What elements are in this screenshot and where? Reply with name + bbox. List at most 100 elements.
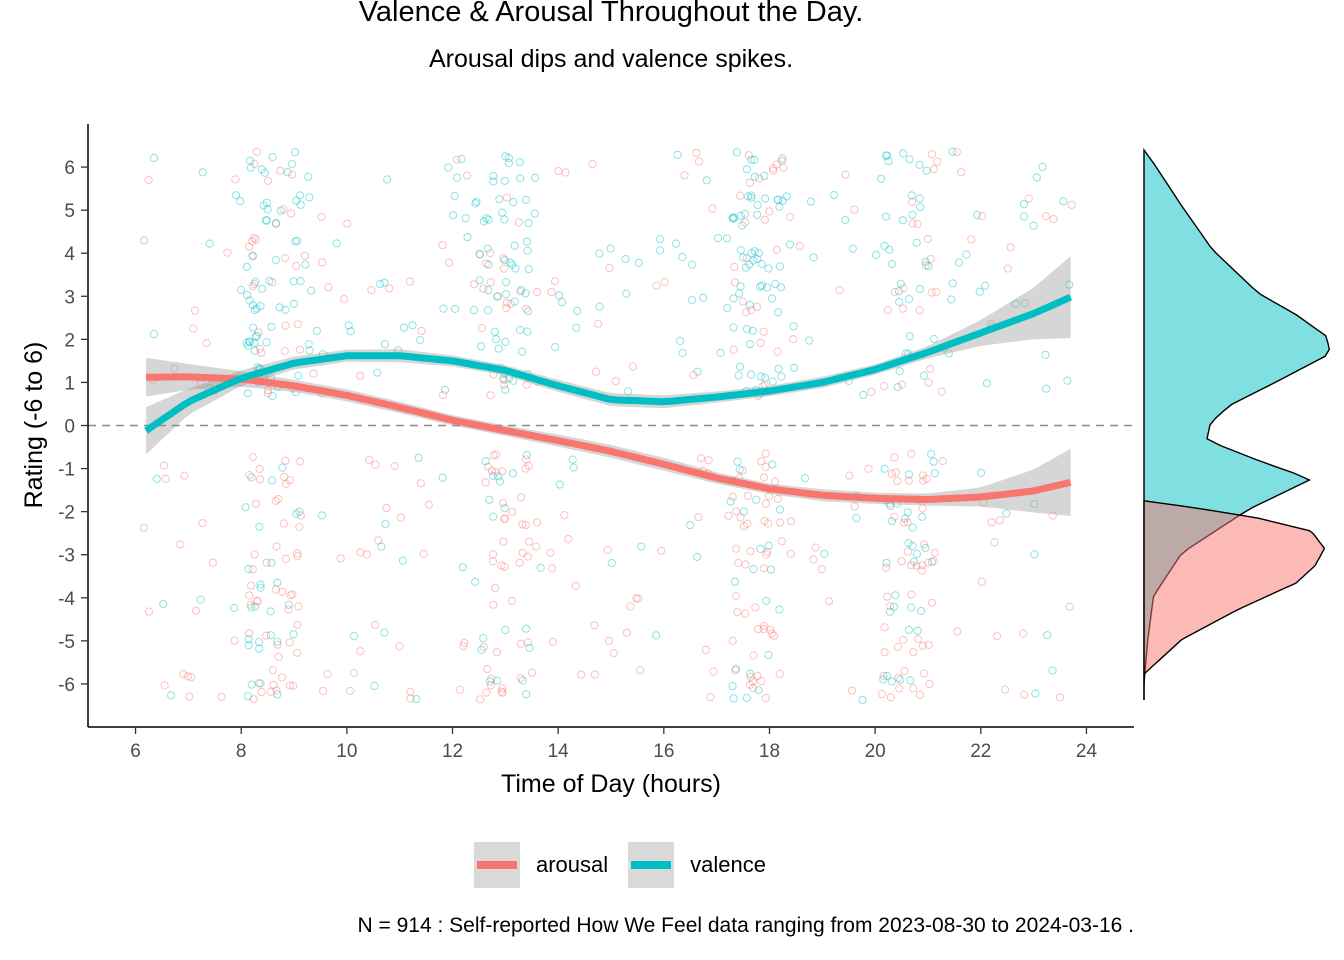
valence-point (739, 507, 749, 516)
arousal-point (709, 667, 718, 676)
arousal-point (924, 378, 933, 387)
valence-point (753, 254, 762, 264)
valence-point (736, 246, 745, 255)
valence-point (501, 337, 510, 346)
valence-point (736, 282, 745, 291)
x-tick-label: 16 (653, 741, 674, 762)
arousal-point (907, 590, 916, 599)
arousal-point (371, 460, 380, 469)
valence-point (522, 237, 532, 246)
arousal-point (547, 288, 556, 297)
valence-point (198, 168, 207, 177)
valence-point (764, 650, 773, 660)
arousal-point (917, 566, 927, 575)
valence-point (291, 237, 300, 246)
valence-point (907, 603, 916, 612)
valence-point (716, 348, 725, 357)
arousal-point (604, 636, 614, 645)
arousal-point (491, 450, 500, 459)
valence-point (728, 682, 737, 691)
arousal-point (953, 627, 962, 636)
valence-point (252, 331, 261, 340)
valence-point (726, 497, 735, 506)
arousal-point (696, 454, 706, 463)
valence-point (273, 637, 282, 646)
valence-point (236, 285, 246, 295)
arousal-point (516, 639, 526, 648)
arousal-point (500, 562, 509, 571)
valence-point (522, 451, 531, 460)
valence-point (287, 159, 296, 169)
valence-point (748, 326, 757, 335)
arousal-point (890, 453, 899, 462)
valence-point (490, 327, 499, 336)
arousal-point (336, 554, 345, 563)
valence-point (982, 379, 992, 388)
valence-point (742, 325, 752, 334)
valence-point (904, 295, 914, 304)
arousal-point (759, 327, 768, 336)
arousal-point (903, 518, 912, 527)
arousal-point (767, 629, 776, 638)
valence-point (753, 210, 762, 219)
valence-point (732, 148, 742, 157)
arousal-point (445, 258, 454, 267)
arousal-point (217, 692, 226, 702)
valence-point (230, 603, 239, 613)
valence-point (713, 234, 723, 243)
arousal-point (191, 606, 200, 615)
arousal-point (281, 321, 290, 330)
valence-point (907, 191, 916, 200)
arousal-point (704, 456, 713, 465)
valence-point (1002, 509, 1011, 518)
arousal-point (761, 462, 770, 471)
valence-point (693, 367, 702, 376)
valence-point (763, 283, 772, 292)
valence-point (621, 255, 630, 264)
chart-title: Valence & Arousal Throughout the Day. (358, 0, 864, 28)
valence-point (775, 605, 784, 614)
y-tick-label: -2 (58, 503, 75, 524)
valence-point (913, 626, 922, 635)
arousal-point (694, 513, 703, 522)
arousal-point (318, 258, 327, 267)
valence-point (555, 480, 565, 489)
arousal-point (497, 561, 506, 570)
arousal-point (628, 362, 637, 371)
arousal-point (254, 679, 263, 688)
valence-point (729, 294, 738, 303)
valence-point (778, 154, 787, 163)
valence-point (242, 338, 251, 347)
arousal-point (775, 669, 784, 679)
valence-point (263, 205, 272, 214)
valence-point (247, 680, 256, 689)
valence-point (522, 195, 531, 204)
valence-point (250, 346, 259, 355)
arousal-point (507, 596, 516, 606)
arousal-point (255, 464, 264, 474)
valence-point (747, 155, 756, 164)
valence-point (259, 201, 268, 210)
valence-point (271, 219, 280, 228)
valence-point (753, 200, 762, 210)
valence-point (742, 693, 751, 703)
valence-point (293, 236, 302, 245)
valence-point (912, 549, 922, 559)
arousal-point (293, 648, 302, 657)
valence-point (731, 664, 741, 673)
arousal-point (248, 237, 257, 246)
arousal-point (349, 668, 358, 678)
arousal-point (257, 687, 266, 697)
valence-point (152, 474, 161, 483)
arousal-point (744, 151, 753, 160)
arousal-point (1000, 685, 1010, 694)
valence-point (305, 193, 314, 202)
valence-point (246, 163, 255, 172)
arousal-point (263, 386, 272, 395)
valence-point (905, 155, 914, 164)
valence-point (1038, 162, 1047, 171)
arousal-point (208, 558, 217, 567)
arousal-point (498, 688, 507, 697)
arousal-point (773, 347, 782, 356)
